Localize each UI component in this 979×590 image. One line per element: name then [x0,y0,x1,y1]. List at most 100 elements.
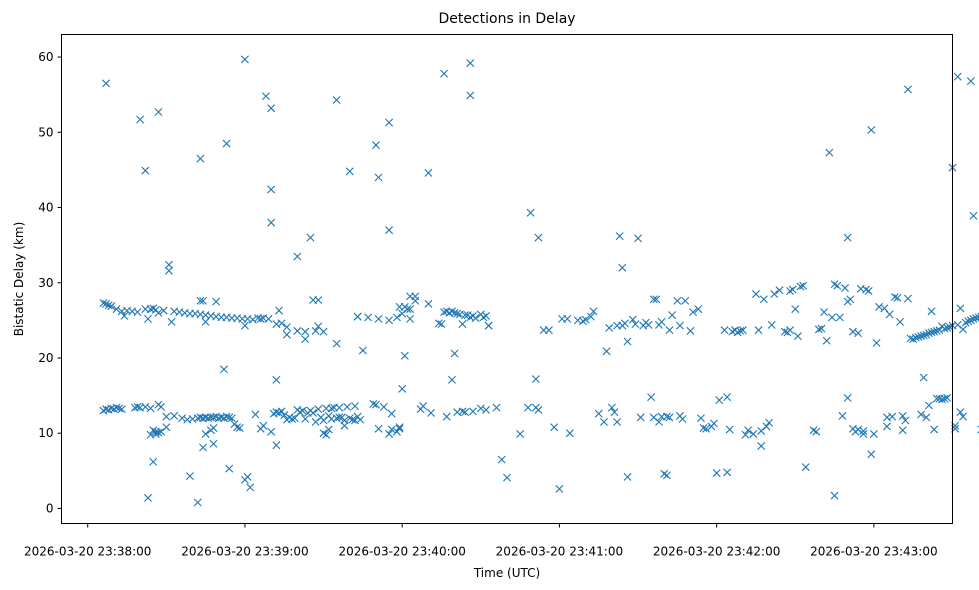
data-point [301,414,310,423]
data-point [392,313,401,322]
data-point [791,305,800,314]
data-point [620,319,629,328]
data-point [212,297,221,306]
data-point [822,336,831,345]
data-point [117,405,126,414]
chart-title: Detections in Delay [438,11,575,27]
data-point [374,173,383,182]
data-point [723,468,732,477]
y-tick-label: 30 [38,276,53,290]
data-point [233,423,242,432]
data-point [259,421,268,430]
data-point [673,296,682,305]
data-point [267,427,276,436]
data-point [872,338,881,347]
data-point [143,314,152,323]
data-point [319,429,328,438]
data-point [930,425,939,434]
data-point [854,329,863,338]
data-point [882,422,891,431]
data-point [911,333,920,342]
data-point [282,330,291,339]
data-point [618,263,627,272]
data-point [335,403,344,412]
data-point [248,315,257,324]
data-point [903,294,912,303]
data-point [112,403,121,412]
data-point [272,441,281,450]
data-point [956,408,965,417]
x-tick-label: 2026-03-20 23:39:00 [181,545,308,559]
data-point [379,402,388,411]
data-point [240,55,249,64]
data-point [725,425,734,434]
data-point [112,305,121,314]
data-point [647,393,656,402]
x-tick-label: 2026-03-20 23:41:00 [496,545,623,559]
data-point [99,299,108,308]
data-point [447,375,456,384]
data-point [751,290,760,299]
y-tick-label: 20 [38,351,53,365]
data-point [712,469,721,478]
data-point [820,308,829,317]
data-point [293,326,302,335]
data-point [657,317,666,326]
data-point [799,281,808,290]
data-point [589,307,598,316]
data-point [917,410,926,419]
data-point [406,305,415,314]
data-point [762,422,771,431]
data-point [400,351,409,360]
data-point [437,320,446,329]
data-point [678,414,687,423]
data-point [107,302,116,311]
data-point [914,332,923,341]
data-point [526,208,535,217]
data-point [531,375,540,384]
data-point [340,421,349,430]
data-point [280,411,289,420]
data-point [209,439,218,448]
data-point [461,311,470,320]
data-point [277,407,286,416]
y-tick-label: 10 [38,426,53,440]
data-point [966,77,975,86]
data-point [594,409,603,418]
data-point [841,284,850,293]
data-point [154,308,163,317]
data-point [235,423,244,432]
data-point [780,327,789,336]
data-point [199,443,208,452]
data-point [104,301,113,310]
data-point [846,295,855,304]
data-point [115,404,124,413]
data-point [599,417,608,426]
data-point [369,399,378,408]
data-point [442,412,451,421]
data-point [958,325,967,334]
data-point [484,321,493,330]
data-point [838,411,847,420]
data-point [461,408,470,417]
data-point [825,148,834,157]
data-point [924,329,933,338]
data-point [225,464,234,473]
data-point [817,324,826,333]
data-point [835,313,844,322]
data-point [607,403,616,412]
data-point [120,311,129,320]
data-point [964,317,973,326]
y-tick-label: 60 [38,50,53,64]
data-point [272,375,281,384]
data-point [314,296,323,305]
y-tick-label: 50 [38,125,53,139]
data-point [371,141,380,150]
data-point [843,393,852,402]
data-point [178,414,187,423]
y-axis-label: Bistatic Delay (km) [12,222,26,337]
data-point [665,413,674,422]
data-point [827,313,836,322]
data-point [662,471,671,480]
